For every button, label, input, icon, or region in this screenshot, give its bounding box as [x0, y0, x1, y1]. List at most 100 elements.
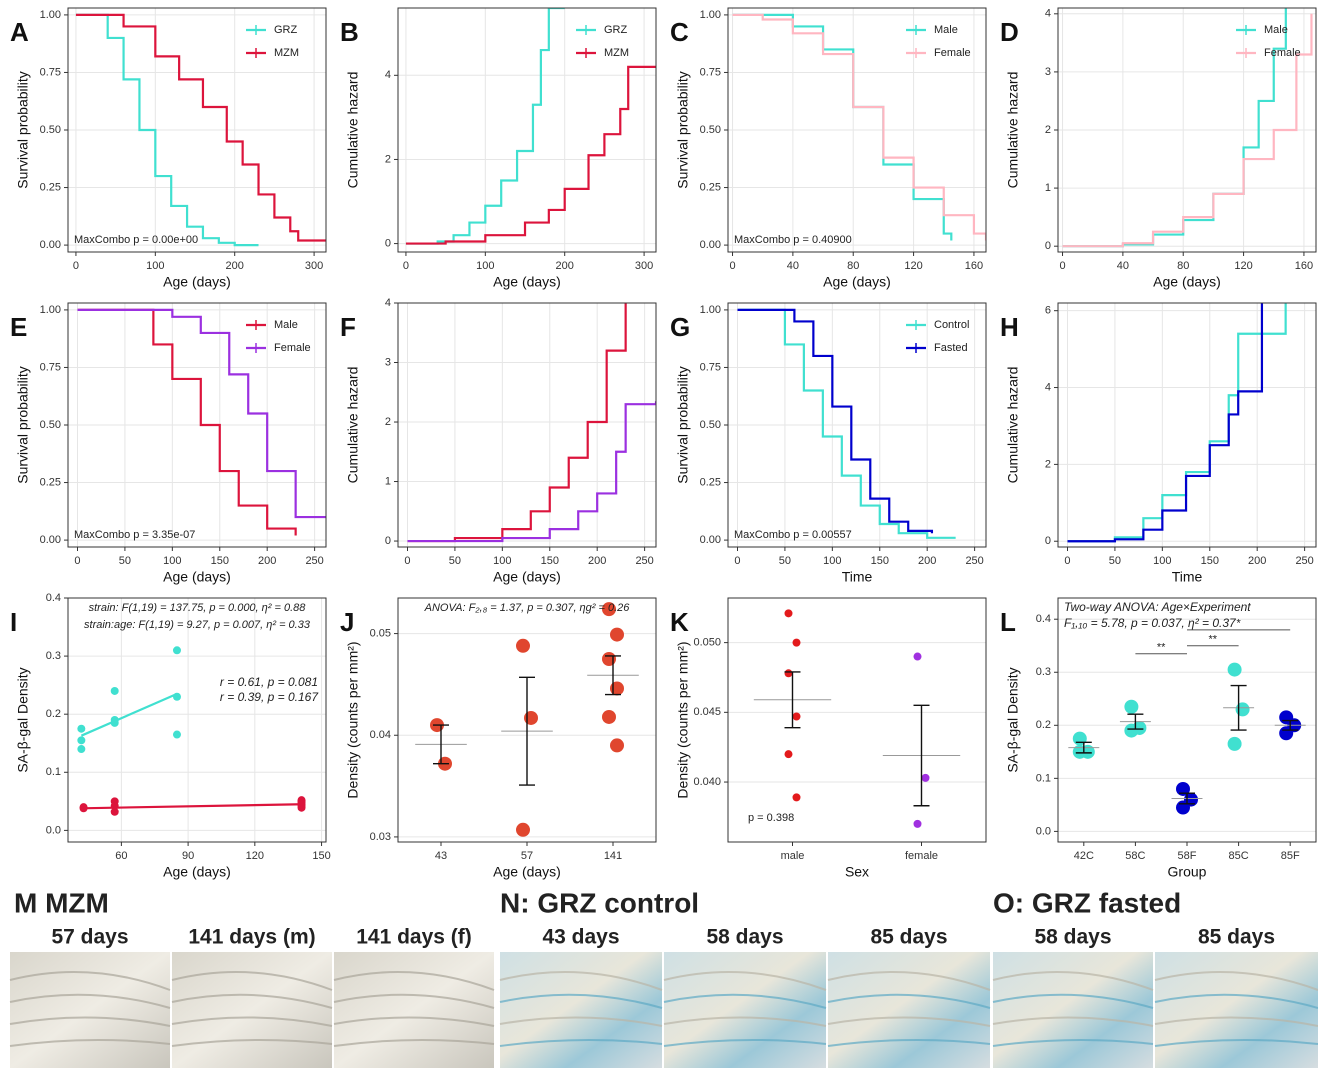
point [1279, 726, 1294, 741]
y-tick-label: 0.50 [700, 419, 721, 431]
x-tick-label: 250 [635, 555, 653, 567]
x-tick-label: 200 [918, 555, 936, 567]
y-tick-label: 1 [385, 475, 391, 487]
x-tick-label: 42C [1074, 850, 1094, 862]
y-tick-label: 0.2 [1036, 719, 1051, 731]
y-tick-label: 0.75 [700, 361, 721, 373]
point [602, 652, 616, 666]
y-tick-label: 0.75 [700, 66, 721, 78]
point [110, 801, 119, 810]
plot-frame [67, 597, 327, 843]
tissue-structure [992, 993, 1154, 1009]
x-tick-label: 100 [1153, 555, 1171, 567]
x-axis-label: Sex [845, 864, 869, 880]
micrograph [500, 952, 662, 1068]
y-tick-label: 0.4 [1036, 613, 1051, 625]
point [610, 738, 624, 753]
annotation: MaxCombo p = 0.40900 [734, 234, 852, 246]
point [913, 819, 922, 828]
micrograph-caption: 141 days (f) [356, 926, 472, 949]
y-tick-label: 0.50 [40, 419, 61, 431]
point [77, 736, 86, 745]
legend-label: Male [274, 319, 298, 331]
image-panel-title: N: GRZ control [500, 887, 699, 918]
y-tick-label: 2 [1045, 124, 1051, 136]
annotation: Two-way ANOVA: Age×Experiment [1064, 600, 1251, 614]
y-tick-label: 3 [385, 356, 391, 368]
plot-area [75, 13, 326, 247]
plot-frame [1057, 597, 1317, 843]
panel-label: F [340, 312, 356, 342]
y-axis-label: Cumulative hazard [345, 367, 361, 484]
x-tick-label: male [781, 850, 805, 862]
plot-frame [727, 302, 987, 548]
annotation: r = 0.39, p = 0.167 [220, 690, 319, 704]
y-tick-label: 0.3 [46, 650, 61, 662]
y-tick-label: 0.4 [46, 592, 61, 604]
survival-curve [75, 13, 259, 247]
annotation: r = 0.61, p = 0.081 [220, 675, 318, 689]
x-tick-label: 0 [729, 260, 735, 272]
y-tick-label: 0.1 [1036, 772, 1051, 784]
survival-curve [1067, 303, 1264, 543]
y-tick-label: 0 [385, 535, 391, 547]
x-tick-label: 100 [823, 555, 841, 567]
x-tick-label: 300 [635, 260, 653, 272]
point [172, 730, 181, 739]
x-tick-label: 250 [305, 555, 323, 567]
tissue-structure [663, 1038, 827, 1047]
plot-area [415, 602, 639, 837]
point [110, 718, 119, 727]
survival-curve [407, 401, 656, 543]
y-tick-label: 1.00 [700, 9, 721, 21]
micrograph [828, 952, 990, 1068]
survival-curve [405, 65, 656, 245]
y-tick-label: 0.3 [1036, 666, 1051, 678]
y-tick-label: 0 [1045, 535, 1051, 547]
tissue-structure [333, 1016, 495, 1027]
error-bar [1282, 719, 1299, 731]
annotation: F₁,₁₀ = 5.78, p = 0.037, η² = 0.37 [1064, 616, 1237, 630]
y-tick-label: 0.05 [370, 627, 391, 639]
error-bar [913, 704, 930, 807]
point [77, 745, 86, 754]
survival-curve [77, 308, 297, 536]
x-tick-label: 160 [1295, 260, 1313, 272]
legend-label: Fasted [934, 342, 968, 354]
point [784, 669, 793, 678]
significance-label: ** [1157, 642, 1166, 654]
micrograph-caption: 85 days [870, 926, 947, 949]
y-tick-label: 4 [385, 69, 391, 81]
x-tick-label: 58F [1178, 850, 1197, 862]
point [610, 681, 624, 696]
y-tick-label: 0.50 [700, 124, 721, 136]
panel-label: L [1000, 607, 1016, 637]
legend-label: MZM [274, 47, 299, 59]
tissue-structure [992, 1016, 1154, 1027]
tissue-structure [9, 971, 171, 991]
annotation: MaxCombo p = 0.00557 [734, 529, 852, 541]
x-axis-label: Age (days) [493, 569, 561, 585]
x-axis-label: Age (days) [823, 274, 891, 290]
x-tick-label: 0 [73, 260, 79, 272]
fit-line [80, 692, 178, 737]
x-axis-label: Age (days) [493, 274, 561, 290]
y-tick-label: 6 [1045, 305, 1051, 317]
x-tick-label: 250 [965, 555, 983, 567]
x-tick-label: 0 [74, 555, 80, 567]
point [921, 773, 930, 782]
y-axis-label: Cumulative hazard [345, 72, 361, 189]
micrograph [10, 952, 170, 1068]
x-tick-label: 90 [182, 850, 194, 862]
y-tick-label: 0.050 [693, 637, 721, 649]
point [792, 793, 801, 802]
plot-background [728, 598, 986, 842]
tissue-structure [1154, 993, 1318, 1009]
x-tick-label: 200 [1248, 555, 1266, 567]
y-tick-label: 0.040 [693, 776, 721, 788]
y-axis-label: Cumulative hazard [1005, 72, 1021, 189]
legend-label: GRZ [604, 24, 628, 36]
point [1124, 723, 1139, 738]
x-axis-label: Age (days) [493, 864, 561, 880]
